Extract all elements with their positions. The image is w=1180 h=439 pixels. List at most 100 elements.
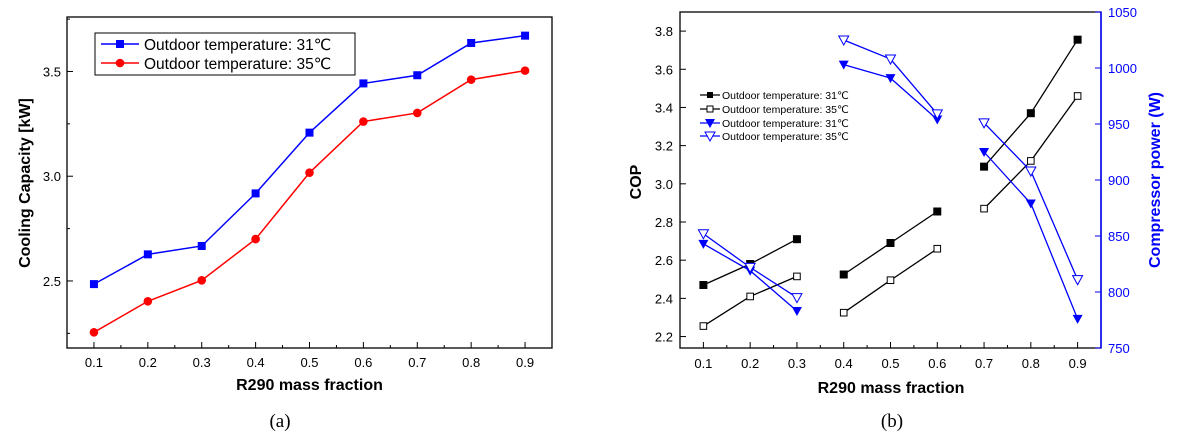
panel-a-series-0-point [413, 71, 422, 80]
panel-b-y-tick-label: 3.6 [655, 62, 673, 77]
panel-a-series-1-point [197, 276, 207, 285]
panel-a-series-0-point [143, 250, 152, 259]
panel-a-y-ticks: 2.5 3.0 3.5 [43, 18, 73, 334]
panel-b-series-1-point [886, 276, 895, 285]
panel-b-series-1-point [980, 204, 988, 213]
panel-b-series-3-point [884, 54, 897, 66]
panel-b-y2-tick-label: 850 [1108, 229, 1130, 244]
panel-b-series-0-point [886, 239, 895, 247]
panel-b-y-tick-label: 3.2 [655, 139, 673, 154]
panel-b-y-axis-label: COP [628, 164, 645, 199]
panel-b-y-tick-label: 3.0 [655, 177, 673, 192]
panel-b-x-tick-label: 0.9 [1069, 356, 1087, 371]
panel-b-series-3-point [1024, 166, 1037, 178]
panel-a-series-1-point [359, 117, 368, 126]
panel-b-series-1-point [839, 308, 848, 317]
panel-b-series-2-point [1072, 314, 1083, 324]
panel-b-series-1-point [933, 244, 942, 253]
panel-a-x-tick-label: 0.7 [408, 355, 426, 370]
panel-a-series-0-point [467, 38, 476, 47]
panel-b-y2-tick-label: 1050 [1108, 5, 1137, 20]
panel-b-legend-label-cop-31: Outdoor temperature: 31℃ [722, 90, 849, 102]
panel-b-x-ticks: 0.1 0.2 0.3 0.4 0.5 0.6 0.7 0.8 0.9 [694, 342, 1087, 371]
panel-b-series-3-point [791, 293, 803, 304]
panel-a-x-tick-label: 0.2 [139, 355, 157, 370]
panel-a-series-1-line [93, 69, 526, 333]
panel-a-x-tick-label: 0.8 [462, 355, 480, 370]
panel-a-series-0-point [305, 128, 314, 137]
panel-a-series-0-point [251, 189, 260, 198]
panel-a-series-1-point [466, 75, 476, 84]
panel-b-y-tick-label: 2.2 [655, 330, 673, 345]
panel-b-series-1-point [1027, 157, 1035, 165]
panel-b-series-1-point [793, 272, 801, 281]
panel-b-series-0-point [933, 207, 942, 216]
panel-b-series-3-point [978, 118, 990, 129]
panel-b-chart: 0.1 0.2 0.3 0.4 0.5 0.6 0.7 0.8 0.9 2.2 2.4 2.6 2.8… [628, 5, 1164, 432]
panel-a-x-axis-label: R290 mass fraction [236, 377, 383, 394]
panel-b-y-tick-label: 3.4 [655, 100, 673, 115]
panel-b-y2-tick-label: 900 [1108, 173, 1130, 188]
panel-b-series-0-point [1026, 109, 1035, 118]
panel-a-series-1-point [305, 168, 314, 177]
panel-a-series-1-point [412, 108, 422, 118]
panel-b-series-3-point [1071, 275, 1084, 286]
panel-b-y-tick-label: 2.4 [655, 291, 673, 306]
panel-b-y2-tick-label: 750 [1108, 341, 1130, 356]
panel-a-legend-label-35: Outdoor temperature: 35℃ [144, 56, 331, 73]
panel-b-series-0-point [792, 235, 801, 244]
panel-b-series-2-point [1025, 199, 1036, 209]
panel-b-y-ticks: 2.2 2.4 2.6 2.8 3.0 3.2 3.4 3.6 3.8 [655, 24, 686, 345]
panel-b-series-2-point [885, 74, 896, 84]
panel-a-x-tick-label: 0.1 [85, 355, 103, 370]
panel-a-x-tick-label: 0.6 [354, 355, 372, 370]
panel-b-legend: Outdoor temperature: 31℃ Outdoor tempera… [700, 90, 849, 143]
panel-b-series-0-point [980, 162, 989, 171]
panel-a-legend: Outdoor temperature: 31℃ Outdoor tempera… [94, 32, 356, 76]
panel-b-series-2-line-group-0 [703, 243, 798, 312]
panel-b-series-2-line-group-1 [843, 64, 938, 121]
panel-b-series-2-point [932, 115, 943, 125]
panel-b-x-tick-label: 0.8 [1022, 356, 1040, 371]
panel-a-series [89, 31, 530, 337]
panel-b-y-tick-label: 2.8 [655, 215, 673, 230]
panel-b-series-0-point [839, 270, 848, 279]
panel-b-legend-label-power-31: Outdoor temperature: 31℃ [722, 118, 849, 130]
panel-b-y2-tick-label: 800 [1108, 285, 1130, 300]
panel-a-x-ticks: 0.1 0.2 0.3 0.4 0.5 0.6 0.7 0.8 0.9 [85, 342, 534, 370]
panel-b-series-0-line-group-2 [983, 39, 1079, 168]
panel-a-series-1-point [143, 296, 153, 306]
panel-a-x-tick-label: 0.9 [516, 355, 534, 370]
panel-b-series-3-point [837, 35, 850, 47]
panel-a-legend-label-31: Outdoor temperature: 31℃ [144, 37, 331, 54]
panel-a-series-0-point [197, 241, 206, 250]
panel-b-series-2-point [838, 60, 849, 70]
panel-b-y2-tick-label: 1000 [1108, 61, 1137, 76]
panel-b-series [697, 35, 1084, 330]
panel-a-y-tick-label: 2.5 [43, 274, 61, 289]
panel-b-x-tick-label: 0.5 [881, 356, 899, 371]
panel-b-x-axis-label: R290 mass fraction [818, 380, 965, 397]
panel-b-series-3-point [744, 262, 757, 274]
panel-b-x-tick-label: 0.3 [788, 356, 806, 371]
panel-b-series-2-point [698, 239, 709, 249]
panel-b-series-2-point [979, 148, 990, 157]
panel-b-series-0-point [699, 281, 708, 289]
panel-a-legend-box [94, 32, 356, 76]
panel-a-series-0-point [521, 31, 530, 40]
panel-a-x-tick-label: 0.4 [247, 355, 265, 370]
panel-b-x-tick-label: 0.4 [835, 356, 853, 371]
panel-b-series-3-point [931, 109, 944, 120]
panel-a-series-0-point [359, 79, 368, 88]
panel-b-y2-ticks: 750 800 850 900 950 1000 1050 [1095, 5, 1137, 356]
panel-b-legend-label-cop-35: Outdoor temperature: 35℃ [722, 104, 849, 116]
panel-a-x-tick-label: 0.5 [300, 355, 318, 370]
panel-b-series-3-point [697, 229, 710, 240]
panel-a-series-1-point [251, 234, 260, 244]
panel-b-x-tick-label: 0.6 [928, 356, 946, 371]
panel-b-caption: (b) [881, 411, 903, 432]
panel-a-caption: (a) [269, 411, 290, 432]
panel-a-chart: 0.1 0.2 0.3 0.4 0.5 0.6 0.7 0.8 0.9 2.5 3.0 3.5 Ou… [17, 16, 553, 432]
panel-b-y-tick-label: 3.8 [655, 24, 673, 39]
